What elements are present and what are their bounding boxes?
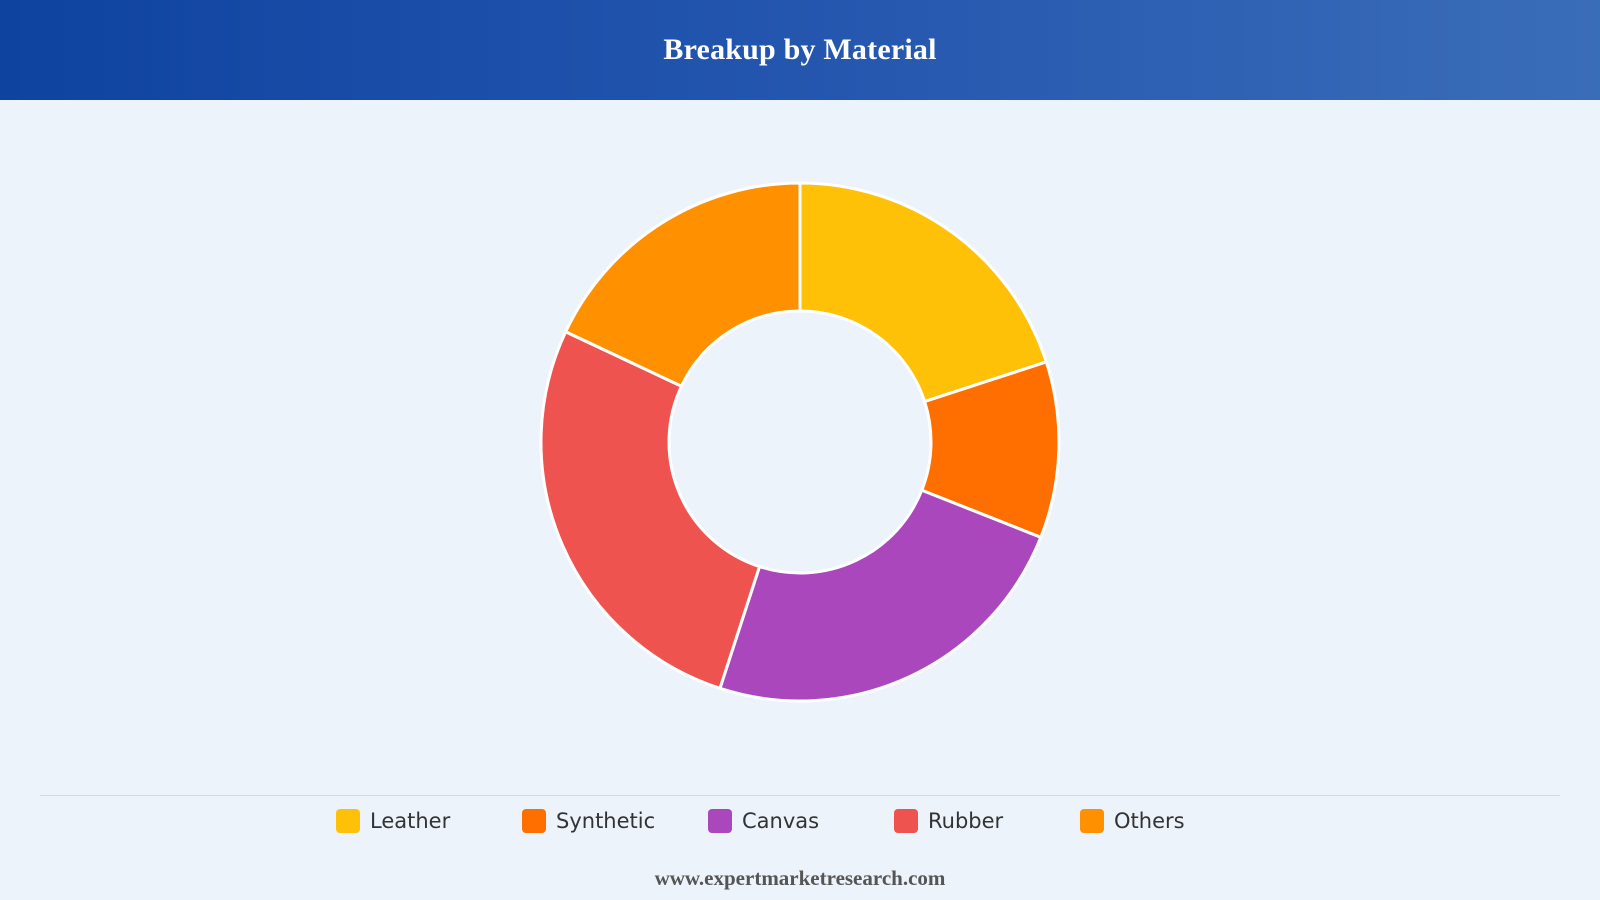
chart-title: Breakup by Material bbox=[663, 33, 937, 66]
footer-source: www.expertmarketresearch.com bbox=[654, 866, 946, 890]
donut-slice-others[interactable] bbox=[564, 181, 802, 388]
donut-chart bbox=[539, 181, 1061, 703]
legend-swatch bbox=[708, 809, 732, 833]
donut-slice-rubber[interactable] bbox=[539, 330, 762, 690]
legend-item-canvas[interactable]: Canvas bbox=[708, 806, 819, 836]
legend-item-leather[interactable]: Leather bbox=[336, 806, 450, 836]
donut-slice-leather[interactable] bbox=[798, 181, 1048, 404]
legend-divider bbox=[40, 795, 1560, 796]
legend-item-synthetic[interactable]: Synthetic bbox=[522, 806, 655, 836]
legend: Leather Synthetic Canvas Rubber Others bbox=[0, 806, 1600, 836]
legend-item-rubber[interactable]: Rubber bbox=[894, 806, 1003, 836]
legend-label: Leather bbox=[370, 809, 451, 833]
legend-swatch bbox=[522, 809, 546, 833]
legend-item-others[interactable]: Others bbox=[1080, 806, 1185, 836]
chart-area bbox=[0, 100, 1600, 790]
legend-label: Rubber bbox=[928, 809, 1004, 833]
donut-slice-canvas[interactable] bbox=[718, 488, 1043, 703]
legend-label: Others bbox=[1114, 809, 1185, 833]
header-banner: Breakup by Material bbox=[0, 0, 1600, 100]
legend-swatch bbox=[894, 809, 918, 833]
legend-label: Canvas bbox=[742, 809, 820, 833]
legend-label: Synthetic bbox=[556, 809, 656, 833]
legend-swatch bbox=[336, 809, 360, 833]
legend-swatch bbox=[1080, 809, 1104, 833]
